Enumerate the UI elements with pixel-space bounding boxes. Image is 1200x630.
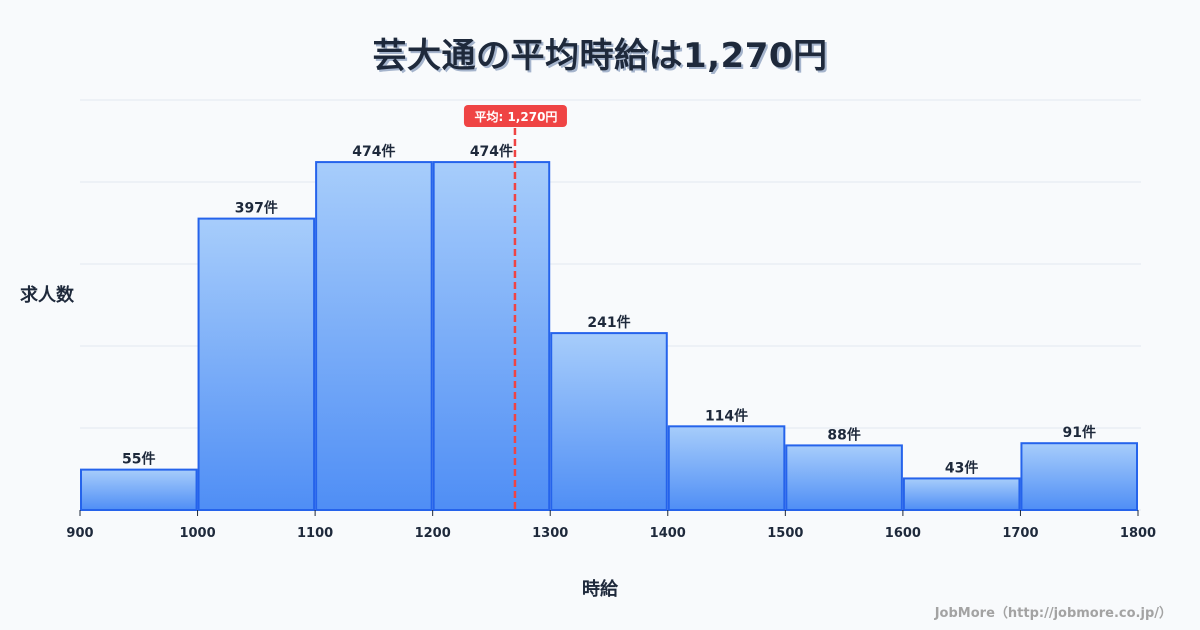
bar-value-label: 114件: [705, 407, 748, 424]
x-axis-label: 時給: [582, 579, 618, 600]
x-axis: 900 1000 1100 1200 1300 1400 1500 1600 1700 1800: [66, 510, 1156, 541]
x-tick-label: 1600: [885, 526, 921, 541]
chart-title: 芸大通の平均時給は1,270円: [372, 36, 828, 76]
bars: 55件 397件 474件 474件 241件 114件 88件 43件 91件: [80, 143, 1139, 512]
average-badge: [463, 105, 567, 127]
histogram-bar: [550, 332, 668, 511]
average-marker: 平均: 1,270円: [463, 105, 567, 510]
histogram-bar: [1020, 442, 1139, 511]
histogram-bar: [80, 468, 198, 512]
x-tick-label: 1000: [179, 526, 215, 541]
bar-value-label: 43件: [945, 459, 978, 476]
bar-value-label: 397件: [235, 200, 278, 217]
bar-value-label: 55件: [122, 451, 155, 468]
x-tick-label: 1700: [1002, 526, 1038, 541]
x-tick-label: 1400: [650, 526, 686, 541]
histogram-bar: [902, 477, 1021, 511]
x-tick-label: 1800: [1120, 526, 1156, 541]
bar-value-label: 88件: [827, 426, 860, 443]
x-tick-label: 1200: [415, 526, 451, 541]
bar-value-label: 91件: [1062, 424, 1095, 441]
bar-value-label: 474件: [352, 143, 395, 160]
x-tick-label: 1500: [767, 526, 803, 541]
credit-text: JobMore（http://jobmore.co.jp/）: [934, 606, 1172, 621]
histogram-bar: [667, 425, 786, 512]
x-tick-label: 1300: [532, 526, 568, 541]
histogram-bar: [315, 161, 433, 511]
histogram-bar: [785, 444, 903, 511]
x-tick-label: 900: [66, 526, 93, 541]
average-badge-label: 平均: 1,270円: [474, 109, 557, 124]
y-axis-label: 求人数: [20, 285, 74, 306]
bar-value-label: 241件: [587, 314, 630, 331]
x-tick-label: 1100: [297, 526, 333, 541]
histogram-bar: [432, 161, 551, 511]
histogram-bar: [197, 217, 316, 512]
bar-value-label: 474件: [470, 143, 513, 160]
